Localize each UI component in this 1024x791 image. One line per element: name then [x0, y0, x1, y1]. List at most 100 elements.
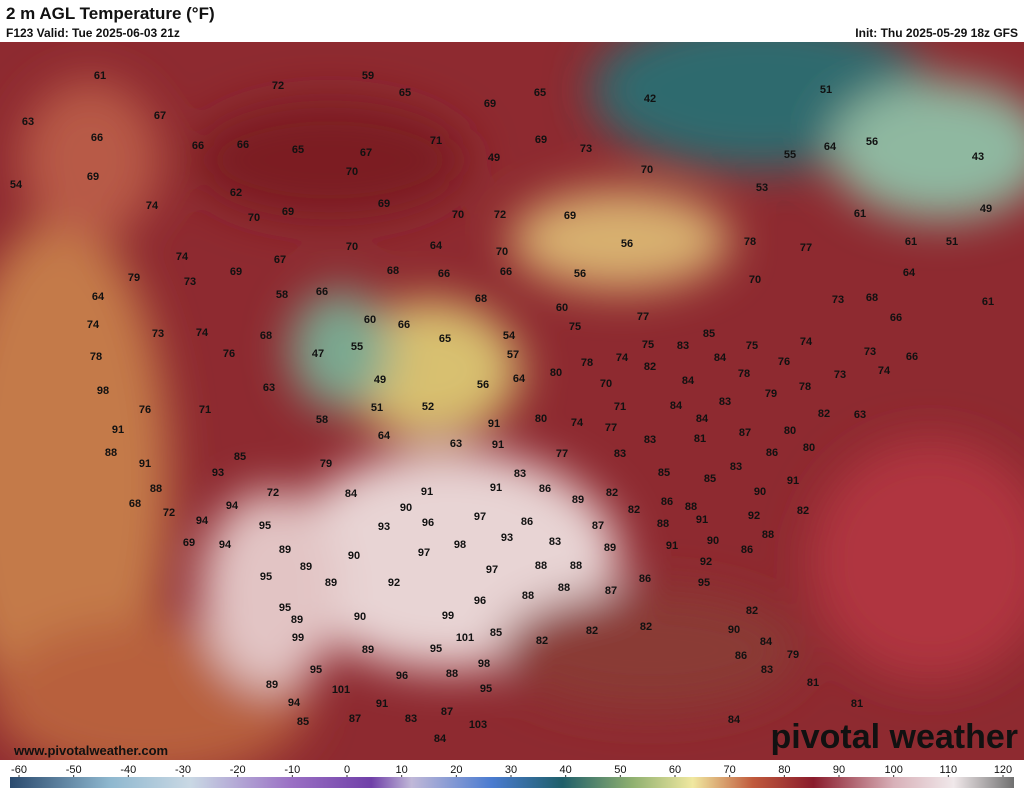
temperature-label: 66 — [91, 132, 103, 144]
temperature-label: 72 — [272, 80, 284, 92]
temperature-label: 59 — [362, 70, 374, 82]
temperature-label: 60 — [364, 314, 376, 326]
temperature-label: 61 — [982, 296, 994, 308]
temperature-label: 93 — [501, 532, 513, 544]
temperature-label: 82 — [628, 504, 640, 516]
temperature-label: 92 — [700, 556, 712, 568]
colorbar-tick-label: -60 — [11, 764, 27, 776]
colorbar-tick-label: 100 — [884, 764, 902, 776]
temperature-label: 81 — [851, 698, 863, 710]
temperature-label: 85 — [297, 716, 309, 728]
temperature-label: 69 — [535, 134, 547, 146]
temperature-label: 82 — [536, 635, 548, 647]
colorbar-tick-label: -50 — [66, 764, 82, 776]
temperature-label: 74 — [800, 336, 813, 348]
colorbar-tick-label: 30 — [505, 764, 517, 776]
temperature-label: 90 — [354, 611, 366, 623]
temperature-label: 64 — [903, 267, 916, 279]
temperature-label: 66 — [906, 351, 918, 363]
temperature-label: 51 — [820, 84, 832, 96]
temperature-label: 89 — [279, 544, 291, 556]
temperature-label: 82 — [640, 621, 652, 633]
temperature-label: 95 — [259, 520, 271, 532]
temperature-label: 90 — [400, 502, 412, 514]
temperature-label: 88 — [558, 582, 570, 594]
temperature-label: 88 — [105, 447, 117, 459]
temperature-label: 88 — [522, 590, 534, 602]
temperature-label: 70 — [496, 246, 508, 258]
temperature-label: 88 — [762, 529, 774, 541]
temperature-label: 69 — [183, 537, 195, 549]
temperature-label: 86 — [661, 496, 673, 508]
temperature-label: 91 — [490, 482, 502, 494]
temperature-label: 56 — [574, 268, 586, 280]
temperature-label: 82 — [644, 361, 656, 373]
watermark: pivotal weather — [770, 718, 1018, 756]
temperature-label: 89 — [572, 494, 584, 506]
temperature-label: 61 — [94, 70, 106, 82]
temperature-label: 66 — [500, 266, 512, 278]
temperature-label: 68 — [475, 293, 487, 305]
init-time: Init: Thu 2025-05-29 18z GFS — [855, 26, 1018, 40]
colorbar-tick-label: 20 — [450, 764, 462, 776]
temperature-label: 69 — [282, 206, 294, 218]
temperature-label: 58 — [276, 289, 288, 301]
temperature-label: 103 — [469, 719, 487, 731]
temperature-label: 74 — [176, 251, 189, 263]
temperature-label: 56 — [866, 136, 878, 148]
temperature-label: 88 — [657, 518, 669, 530]
temperature-label: 42 — [644, 93, 656, 105]
temperature-label: 74 — [878, 365, 891, 377]
temperature-label: 99 — [292, 632, 304, 644]
temperature-label: 70 — [749, 274, 761, 286]
title: 2 m AGL Temperature (°F) — [6, 4, 215, 23]
temperature-label: 51 — [371, 402, 383, 414]
temperature-label: 77 — [800, 242, 812, 254]
colorbar-tick-label: 50 — [614, 764, 626, 776]
colorbar — [10, 777, 1014, 788]
temperature-label: 85 — [703, 328, 715, 340]
temperature-label: 83 — [644, 434, 656, 446]
temperature-label: 67 — [360, 147, 372, 159]
temperature-label: 97 — [418, 547, 430, 559]
temperature-label: 84 — [345, 488, 358, 500]
temperature-label: 87 — [441, 706, 453, 718]
temperature-label: 83 — [514, 468, 526, 480]
temperature-label: 65 — [534, 87, 546, 99]
temperature-label: 94 — [288, 697, 301, 709]
temperature-label: 79 — [787, 649, 799, 661]
temperature-label: 63 — [263, 382, 275, 394]
temperature-label: 87 — [739, 427, 751, 439]
temperature-label: 74 — [196, 327, 209, 339]
temperature-label: 52 — [422, 401, 434, 413]
temperature-label: 60 — [556, 302, 568, 314]
temperature-label: 73 — [152, 328, 164, 340]
temperature-label: 91 — [139, 458, 151, 470]
colorbar-tick-label: 70 — [724, 764, 736, 776]
temperature-label: 88 — [535, 560, 547, 572]
temperature-label: 76 — [223, 348, 235, 360]
temperature-label: 98 — [454, 539, 466, 551]
temperature-label: 72 — [267, 487, 279, 499]
temperature-label: 92 — [748, 510, 760, 522]
temperature-label: 81 — [807, 677, 819, 689]
temperature-label: 83 — [405, 713, 417, 725]
temperature-label: 69 — [87, 171, 99, 183]
temperature-label: 73 — [184, 276, 196, 288]
temperature-label: 76 — [139, 404, 151, 416]
temperature-label: 68 — [866, 292, 878, 304]
temperature-label: 83 — [614, 448, 626, 460]
temperature-label: 88 — [685, 501, 697, 513]
temperature-label: 87 — [605, 585, 617, 597]
temperature-label: 85 — [704, 473, 716, 485]
temperature-label: 96 — [422, 517, 434, 529]
colorbar-tick-label: 10 — [396, 764, 408, 776]
temperature-label: 84 — [670, 400, 683, 412]
temperature-label: 55 — [351, 341, 363, 353]
temperature-label: 86 — [766, 447, 778, 459]
temperature-label: 92 — [388, 577, 400, 589]
temperature-label: 90 — [348, 550, 360, 562]
temperature-label: 74 — [571, 417, 584, 429]
temperature-label: 77 — [637, 311, 649, 323]
